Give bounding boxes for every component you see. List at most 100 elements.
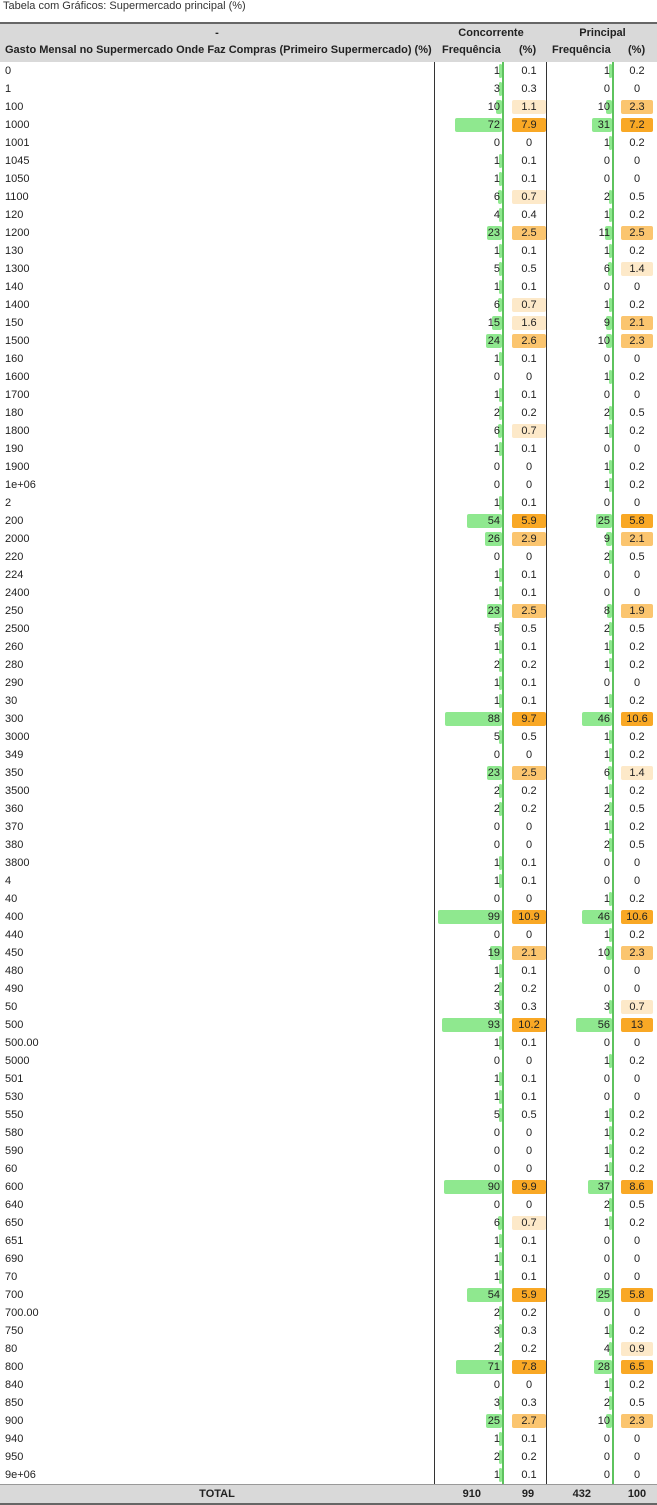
principal-freq: 1 [603,299,610,311]
principal-freq: 0 [603,353,610,365]
concorrente-freq: 1 [493,245,500,257]
concorrente-pct: 0 [525,137,533,149]
concorrente-pct: 0 [525,1127,533,1139]
concorrente-freq-bar [487,604,502,618]
principal-pct: 0 [633,1073,641,1085]
concorrente-freq-bar [499,622,502,636]
table-row: 1900 0 0 1 0.2 [0,458,657,476]
principal-pct: 0.2 [629,461,645,473]
row-key: 30 [5,695,18,707]
concorrente-freq: 1 [493,65,500,77]
principal-freq: 1 [603,209,610,221]
row-key: 1001 [5,137,30,149]
principal-freq: 8 [603,605,610,617]
concorrente-freq: 0 [493,479,500,491]
concorrente-pct: 0.7 [521,425,537,437]
row-variable-label: Gasto Mensal no Supermercado Onde Faz Co… [5,44,432,56]
table-row: 700.00 2 0.2 0 0 [0,1304,657,1322]
concorrente-pct: 0.1 [521,677,537,689]
concorrente-pct: 2.5 [521,767,537,779]
concorrente-freq-bar [486,334,502,348]
principal-pct: 2.3 [629,947,645,959]
concorrente-freq: 2 [493,1343,500,1355]
principal-freq: 10 [597,947,610,959]
table-row: 700 54 5.9 25 5.8 [0,1286,657,1304]
concorrente-freq-bar [499,658,502,672]
row-key: 650 [5,1217,24,1229]
table-row: 1800 6 0.7 1 0.2 [0,422,657,440]
principal-pct: 0 [633,1253,641,1265]
concorrente-freq-bar [499,1072,502,1086]
principal-freq-bar [609,1216,612,1230]
table-caption: Tabela com Gráficos: Supermercado princi… [3,0,246,12]
concorrente-freq: 1 [493,875,500,887]
row-key: 50 [5,1001,18,1013]
concorrente-freq-bar [499,640,502,654]
col-header-principal-freq: Frequência [552,44,611,56]
row-key: 370 [5,821,24,833]
row-key: 5000 [5,1055,30,1067]
principal-pct: 0.2 [629,299,645,311]
row-key: 1800 [5,425,30,437]
concorrente-freq: 1 [493,677,500,689]
principal-freq-bar [609,802,612,816]
principal-freq: 0 [603,857,610,869]
concorrente-freq-bar [499,676,502,690]
concorrente-pct: 0.1 [521,281,537,293]
row-key: 1900 [5,461,30,473]
row-key: 400 [5,911,24,923]
row-key: 750 [5,1325,24,1337]
concorrente-pct: 7.9 [521,119,537,131]
principal-freq: 0 [603,677,610,689]
row-key: 360 [5,803,24,815]
principal-freq-bar [609,1054,612,1068]
principal-freq-bar [608,262,612,276]
row-key: 501 [5,1073,24,1085]
principal-freq: 6 [603,767,610,779]
row-key: 300 [5,713,24,725]
principal-pct: 1.4 [629,767,645,779]
principal-freq-bar [582,712,612,726]
concorrente-freq-bar [499,406,502,420]
concorrente-pct-highlight [512,1414,546,1428]
row-key: 1600 [5,371,30,383]
principal-pct: 0.5 [629,551,645,563]
principal-freq-bar [609,838,612,852]
principal-freq-bar [596,514,612,528]
concorrente-pct: 2.5 [521,227,537,239]
principal-pct: 0.2 [629,1145,645,1157]
principal-freq: 0 [603,1307,610,1319]
concorrente-pct-highlight [512,190,546,204]
principal-freq: 0 [603,83,610,95]
concorrente-freq-bar [455,118,502,132]
principal-freq: 1 [603,749,610,761]
principal-freq: 1 [603,785,610,797]
principal-freq-bar [606,532,612,546]
concorrente-freq: 99 [487,911,500,923]
row-key: 440 [5,929,24,941]
table-row: 651 1 0.1 0 0 [0,1232,657,1250]
table-row: 1400 6 0.7 1 0.2 [0,296,657,314]
total-concorrente-freq: 910 [462,1488,481,1500]
table-row: 3000 5 0.5 1 0.2 [0,728,657,746]
principal-pct: 5.8 [629,515,645,527]
principal-pct: 0.2 [629,1217,645,1229]
concorrente-pct: 0.2 [521,659,537,671]
concorrente-freq-bar [499,244,502,258]
principal-freq-bar [609,730,612,744]
row-key: 480 [5,965,24,977]
concorrente-pct: 0.1 [521,443,537,455]
principal-freq-bar [576,1018,612,1032]
concorrente-pct: 0.1 [521,857,537,869]
principal-freq-bar [609,928,612,942]
concorrente-freq-bar [499,856,502,870]
concorrente-freq: 0 [493,371,500,383]
principal-freq: 0 [603,1253,610,1265]
concorrente-freq-bar [499,586,502,600]
concorrente-freq-bar [498,424,502,438]
principal-freq: 0 [603,965,610,977]
principal-freq: 10 [597,101,610,113]
principal-freq: 0 [603,1235,610,1247]
principal-pct: 0.2 [629,929,645,941]
concorrente-pct: 0.3 [521,1397,537,1409]
